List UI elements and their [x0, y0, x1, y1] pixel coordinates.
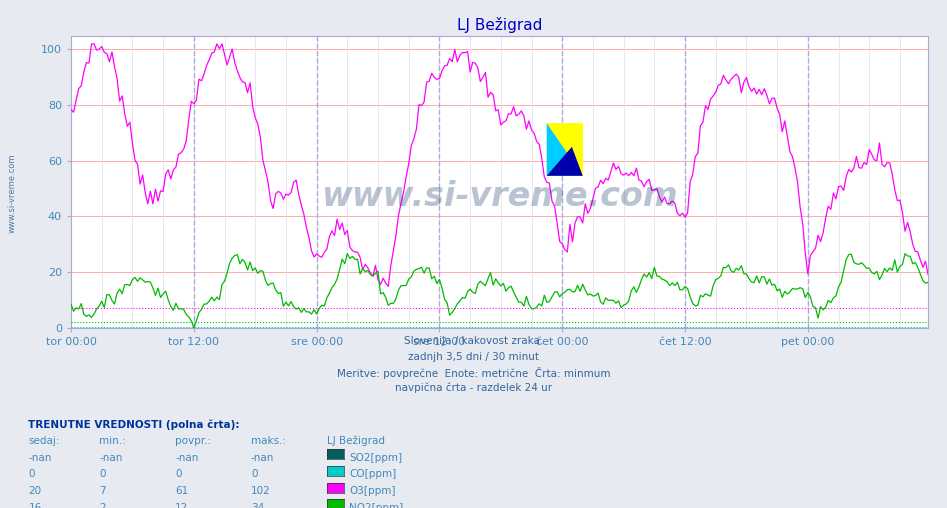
Text: 34: 34 — [251, 503, 264, 508]
Text: zadnjh 3,5 dni / 30 minut: zadnjh 3,5 dni / 30 minut — [408, 352, 539, 362]
Text: sedaj:: sedaj: — [28, 436, 60, 446]
Text: 0: 0 — [99, 469, 106, 480]
Polygon shape — [546, 123, 582, 176]
Text: 0: 0 — [175, 469, 182, 480]
Text: LJ Bežigrad: LJ Bežigrad — [327, 436, 384, 447]
Text: navpična črta - razdelek 24 ur: navpična črta - razdelek 24 ur — [395, 382, 552, 393]
Text: -nan: -nan — [99, 453, 123, 463]
FancyBboxPatch shape — [546, 123, 582, 176]
Text: SO2[ppm]: SO2[ppm] — [349, 453, 402, 463]
Text: www.si-vreme.com: www.si-vreme.com — [8, 153, 17, 233]
Text: -nan: -nan — [251, 453, 275, 463]
Text: 2: 2 — [99, 503, 106, 508]
Text: NO2[ppm]: NO2[ppm] — [349, 503, 403, 508]
Text: www.si-vreme.com: www.si-vreme.com — [321, 180, 678, 213]
Title: LJ Bežigrad: LJ Bežigrad — [456, 17, 543, 33]
Text: Meritve: povprečne  Enote: metrične  Črta: minmum: Meritve: povprečne Enote: metrične Črta:… — [337, 367, 610, 379]
Text: TRENUTNE VREDNOSTI (polna črta):: TRENUTNE VREDNOSTI (polna črta): — [28, 419, 240, 430]
Text: O3[ppm]: O3[ppm] — [349, 486, 396, 496]
Text: 7: 7 — [99, 486, 106, 496]
Text: min.:: min.: — [99, 436, 126, 446]
Polygon shape — [546, 147, 582, 176]
Text: Slovenija / kakovost zraka.: Slovenija / kakovost zraka. — [403, 336, 544, 346]
Text: 0: 0 — [28, 469, 35, 480]
Text: povpr.:: povpr.: — [175, 436, 211, 446]
Text: CO[ppm]: CO[ppm] — [349, 469, 397, 480]
Text: 61: 61 — [175, 486, 188, 496]
Text: -nan: -nan — [28, 453, 52, 463]
Text: 102: 102 — [251, 486, 271, 496]
Text: 12: 12 — [175, 503, 188, 508]
Text: 20: 20 — [28, 486, 42, 496]
Text: 16: 16 — [28, 503, 42, 508]
Text: 0: 0 — [251, 469, 258, 480]
Text: -nan: -nan — [175, 453, 199, 463]
Text: maks.:: maks.: — [251, 436, 286, 446]
